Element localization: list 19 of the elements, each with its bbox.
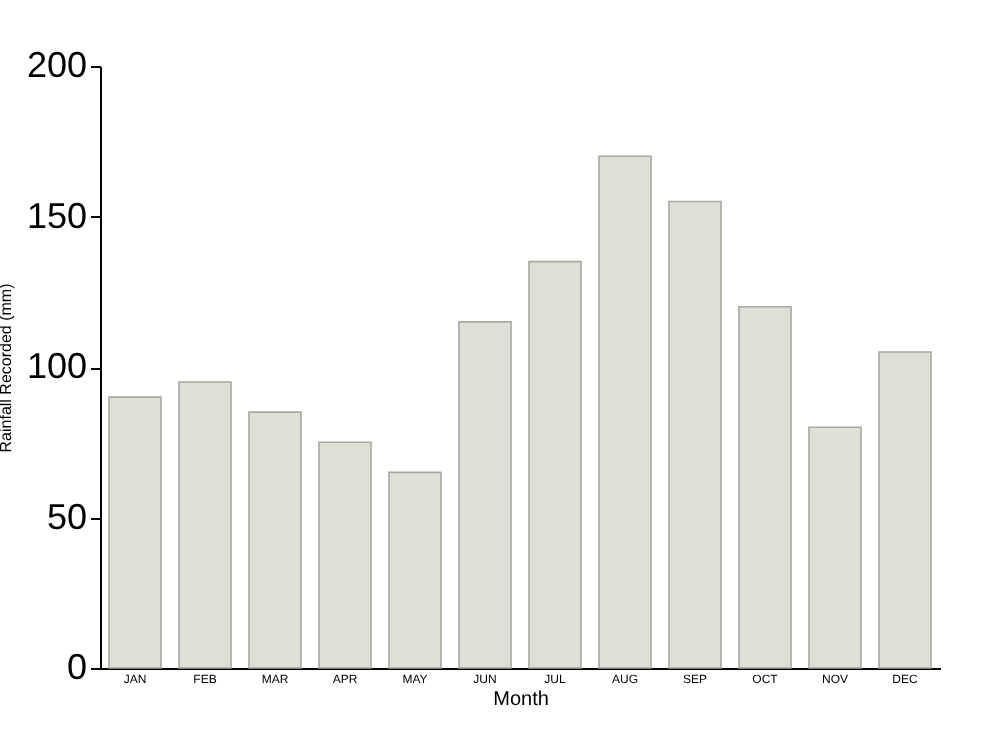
y-tick-label: 150 <box>26 195 87 236</box>
bar <box>528 260 582 669</box>
x-axis-title: Month <box>493 689 549 711</box>
bar <box>318 441 372 669</box>
bar <box>388 471 442 669</box>
y-tick-label: 100 <box>26 346 87 386</box>
bar <box>878 351 932 669</box>
y-tick-label: 50 <box>46 496 87 537</box>
bar <box>178 381 232 669</box>
bar <box>108 396 162 669</box>
y-axis-title: Rainfall Recorded (mm) <box>0 282 15 453</box>
bar <box>598 155 652 669</box>
bar <box>668 200 722 669</box>
y-tick-label: 0 <box>66 647 87 687</box>
bar <box>458 321 512 669</box>
y-tick-label: 200 <box>26 45 87 85</box>
bar <box>738 306 792 669</box>
bar <box>808 426 862 669</box>
bar <box>248 411 302 669</box>
